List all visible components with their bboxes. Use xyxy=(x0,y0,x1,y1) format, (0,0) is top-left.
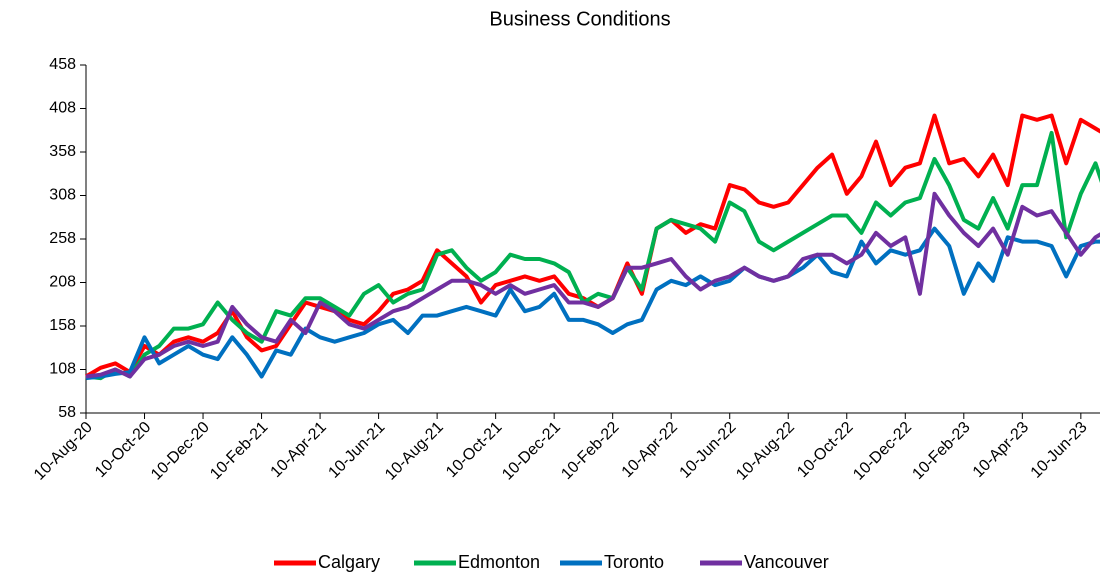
legend-label: Vancouver xyxy=(744,552,829,572)
legend-label: Edmonton xyxy=(458,552,540,572)
y-tick-label: 208 xyxy=(49,274,76,291)
x-tick-label: 10-Feb-22 xyxy=(558,419,622,483)
x-tick-label: 10-Aug-20 xyxy=(31,419,96,484)
x-tick-label: 10-Aug-21 xyxy=(382,419,447,484)
series-line xyxy=(85,191,1100,379)
legend-label: Toronto xyxy=(604,552,664,572)
x-tick-label: 10-Dec-21 xyxy=(499,419,564,484)
x-tick-label: 10-Jun-21 xyxy=(325,419,388,482)
x-tick-label: 10-Jun-23 xyxy=(1028,419,1091,482)
y-tick-label: 108 xyxy=(49,361,76,378)
y-tick-label: 258 xyxy=(49,230,76,247)
series-line xyxy=(85,130,1100,381)
y-tick-label: 158 xyxy=(49,317,76,334)
y-tick-label: 408 xyxy=(49,100,76,117)
y-tick-label: 308 xyxy=(49,187,76,204)
chart-title: Business Conditions xyxy=(489,8,670,30)
y-tick-label: 458 xyxy=(49,56,76,73)
x-tick-label: 10-Dec-20 xyxy=(148,419,213,484)
x-tick-label: 10-Apr-23 xyxy=(970,419,1032,481)
legend-label: Calgary xyxy=(318,552,380,572)
x-tick-label: 10-Oct-20 xyxy=(92,419,154,481)
x-tick-label: 10-Oct-22 xyxy=(794,419,856,481)
y-tick-label: 358 xyxy=(49,143,76,160)
x-tick-label: 10-Jun-22 xyxy=(677,419,740,482)
x-tick-label: 10-Apr-22 xyxy=(619,419,681,481)
x-tick-label: 10-Aug-22 xyxy=(733,419,798,484)
x-tick-label: 10-Apr-21 xyxy=(268,419,330,481)
x-tick-label: 10-Dec-22 xyxy=(850,419,915,484)
series-line xyxy=(85,226,1100,381)
x-tick-label: 10-Feb-21 xyxy=(207,419,271,483)
y-tick-label: 58 xyxy=(58,404,76,421)
x-tick-label: 10-Oct-21 xyxy=(443,419,505,481)
x-tick-label: 10-Feb-23 xyxy=(909,419,973,483)
